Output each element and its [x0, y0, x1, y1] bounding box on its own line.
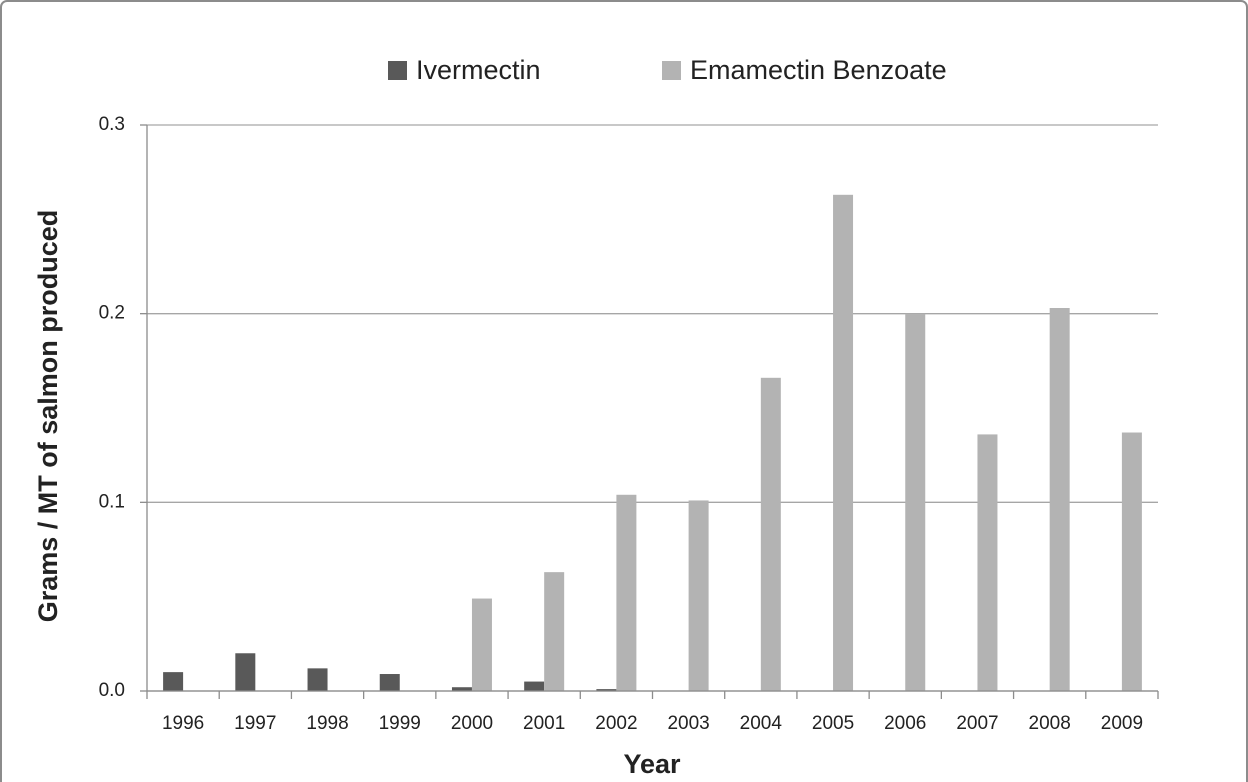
x-axis-title: Year — [623, 749, 681, 779]
bar — [235, 653, 256, 691]
x-tick-label: 2002 — [595, 713, 637, 734]
bar — [905, 313, 926, 691]
x-tick-label: 1997 — [234, 713, 276, 734]
bar — [471, 598, 492, 691]
x-tick-label: 1999 — [379, 713, 421, 734]
x-tick-label: 1998 — [306, 713, 348, 734]
x-tick-label: 2000 — [451, 713, 493, 734]
bar — [760, 377, 781, 691]
bar — [977, 434, 998, 691]
x-tick-label: 2006 — [884, 713, 926, 734]
y-axis-title: Grams / MT of salmon produced — [33, 210, 63, 623]
bar — [616, 494, 637, 691]
bar — [596, 689, 617, 691]
y-tick-label: 0.3 — [99, 114, 125, 135]
y-tick-label: 0.0 — [99, 680, 125, 701]
x-tick-label: 2003 — [667, 713, 709, 734]
bar — [1049, 308, 1070, 691]
bar — [451, 687, 472, 691]
x-tick-label: 2009 — [1101, 713, 1143, 734]
y-tick-label: 0.1 — [99, 491, 125, 512]
legend-swatch — [662, 61, 681, 80]
x-tick-label: 2001 — [523, 713, 565, 734]
x-tick-label: 1996 — [162, 713, 204, 734]
bar — [524, 681, 545, 691]
bar — [544, 572, 565, 691]
y-tick-label: 0.2 — [99, 303, 125, 324]
bar — [307, 668, 328, 691]
bar — [163, 672, 184, 691]
x-tick-label: 2008 — [1029, 713, 1071, 734]
bar — [833, 194, 854, 691]
bar — [688, 500, 709, 691]
legend-swatch — [388, 61, 407, 80]
legend-label: Ivermectin — [416, 55, 541, 85]
x-tick-label: 2004 — [740, 713, 783, 734]
bar — [1121, 432, 1142, 691]
legend-label: Emamectin Benzoate — [690, 55, 947, 85]
x-tick-label: 2005 — [812, 713, 854, 734]
x-tick-label: 2007 — [956, 713, 998, 734]
bar — [379, 674, 400, 691]
